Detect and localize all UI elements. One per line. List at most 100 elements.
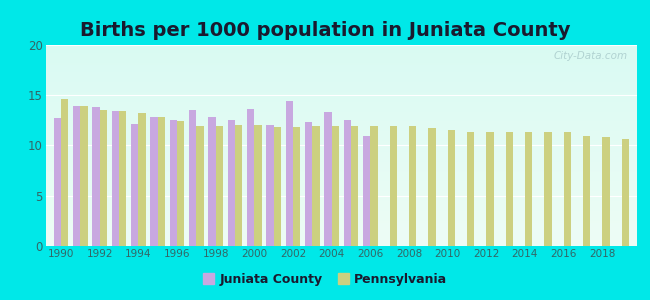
Bar	[46, 163, 637, 164]
Bar	[46, 114, 637, 115]
Bar	[46, 49, 637, 50]
Bar	[46, 79, 637, 80]
Bar	[46, 194, 637, 195]
Bar	[46, 71, 637, 72]
Bar	[92, 107, 99, 246]
Bar	[46, 237, 637, 238]
Bar	[46, 152, 637, 154]
Bar	[46, 220, 637, 221]
Bar	[46, 180, 637, 181]
Bar	[46, 222, 637, 223]
Bar	[46, 76, 637, 77]
Bar	[46, 60, 637, 61]
Bar	[46, 80, 637, 81]
Bar	[46, 143, 637, 145]
Bar	[46, 123, 637, 124]
Bar	[46, 187, 637, 188]
Bar	[46, 185, 637, 186]
Bar	[46, 129, 637, 130]
Bar	[46, 225, 637, 226]
Legend: Juniata County, Pennsylvania: Juniata County, Pennsylvania	[198, 268, 452, 291]
Bar	[46, 174, 637, 175]
Bar	[227, 120, 235, 246]
Bar	[46, 136, 637, 137]
Bar	[46, 105, 637, 106]
Bar	[46, 96, 637, 97]
Bar	[46, 135, 637, 136]
Bar	[46, 241, 637, 242]
Bar	[46, 206, 637, 207]
Bar	[46, 117, 637, 119]
Bar	[46, 122, 637, 123]
Bar	[621, 140, 629, 246]
Bar	[131, 124, 138, 246]
Bar	[46, 112, 637, 113]
Bar	[46, 106, 637, 107]
Bar	[46, 232, 637, 233]
Bar	[73, 106, 81, 246]
Bar	[46, 134, 637, 135]
Bar	[46, 168, 637, 169]
Bar	[46, 53, 637, 54]
Bar	[351, 126, 358, 246]
Bar	[46, 109, 637, 110]
Bar	[46, 93, 637, 94]
Bar	[46, 215, 637, 216]
Bar	[46, 145, 637, 146]
Bar	[332, 126, 339, 246]
Bar	[46, 111, 637, 112]
Bar	[564, 132, 571, 246]
Bar	[208, 117, 216, 246]
Bar	[46, 198, 637, 199]
Bar	[46, 52, 637, 53]
Bar	[46, 176, 637, 177]
Bar	[46, 172, 637, 174]
Bar	[46, 91, 637, 92]
Bar	[46, 99, 637, 100]
Bar	[389, 126, 397, 246]
Bar	[196, 126, 203, 246]
Bar	[46, 189, 637, 190]
Bar	[46, 242, 637, 243]
Bar	[46, 207, 637, 208]
Bar	[448, 130, 455, 246]
Bar	[46, 227, 637, 228]
Bar	[46, 92, 637, 93]
Bar	[486, 132, 493, 246]
Bar	[46, 132, 637, 134]
Bar	[506, 132, 513, 246]
Bar	[61, 99, 68, 246]
Bar	[46, 175, 637, 176]
Bar	[46, 211, 637, 212]
Bar	[46, 70, 637, 71]
Bar	[46, 148, 637, 149]
Bar	[409, 126, 416, 246]
Bar	[274, 128, 281, 246]
Bar	[46, 157, 637, 158]
Bar	[46, 125, 637, 126]
Bar	[370, 126, 378, 246]
Bar	[46, 65, 637, 66]
Bar	[46, 124, 637, 125]
Bar	[46, 110, 637, 111]
Bar	[46, 66, 637, 67]
Bar	[46, 216, 637, 217]
Bar	[467, 132, 474, 246]
Bar	[216, 126, 223, 246]
Bar	[46, 154, 637, 155]
Bar	[119, 111, 126, 246]
Bar	[46, 200, 637, 201]
Bar	[247, 109, 254, 246]
Bar	[46, 199, 637, 200]
Bar	[46, 245, 637, 246]
Bar	[46, 131, 637, 132]
Bar	[344, 120, 351, 246]
Bar	[46, 107, 637, 108]
Bar	[46, 139, 637, 140]
Bar	[46, 151, 637, 152]
Bar	[46, 162, 637, 163]
Bar	[46, 48, 637, 49]
Bar	[46, 103, 637, 104]
Bar	[46, 165, 637, 166]
Bar	[46, 159, 637, 160]
